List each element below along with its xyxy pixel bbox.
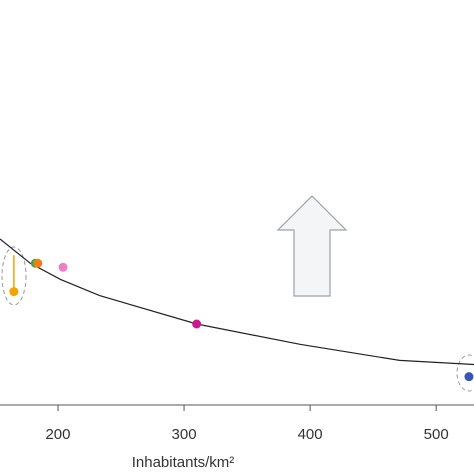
x-tick-label: 300 xyxy=(172,426,197,443)
point xyxy=(464,372,474,382)
point xyxy=(192,319,202,329)
cluster-outline xyxy=(456,354,474,392)
x-axis-label: Inhabitants/km² xyxy=(132,454,235,471)
x-tick-label: 400 xyxy=(298,426,323,443)
point xyxy=(9,287,19,297)
x-tick-label: 200 xyxy=(45,426,70,443)
fit-line xyxy=(0,238,474,366)
cluster-outline xyxy=(1,246,27,306)
x-tick-label: 500 xyxy=(424,426,449,443)
point xyxy=(58,262,68,272)
point xyxy=(33,258,43,268)
up-arrow xyxy=(276,195,348,297)
